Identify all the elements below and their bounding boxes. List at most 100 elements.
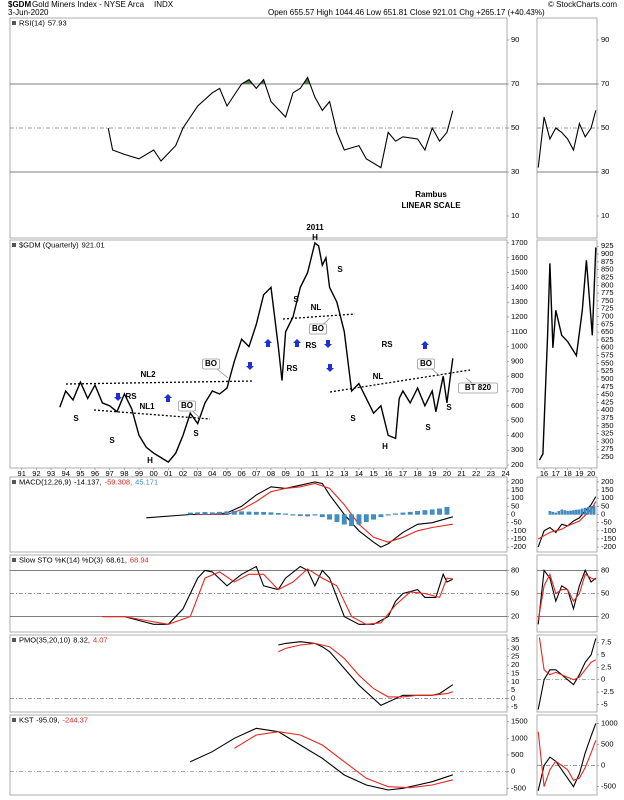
y-tick-label: 300 — [601, 436, 614, 445]
y-tick-label: -100 — [601, 526, 616, 535]
histogram-bar — [356, 514, 362, 525]
panel-title: KST -95.09, -244.37 — [19, 715, 88, 724]
y-tick-label: 150 — [511, 485, 524, 494]
histogram-bar — [548, 511, 552, 515]
readout-value: -244.37 — [63, 715, 88, 724]
y-tick-label: 50 — [601, 588, 609, 597]
histogram-bar — [393, 513, 398, 515]
up-arrow — [264, 339, 272, 347]
y-tick-label: 400 — [601, 405, 614, 414]
histogram-bar — [297, 514, 303, 516]
annotation: NL — [311, 303, 322, 312]
y-tick-label: 700 — [601, 312, 614, 321]
panel-icon — [12, 480, 16, 484]
y-tick-label: 100 — [511, 493, 524, 502]
series-line — [197, 482, 453, 543]
y-tick-label: 1500 — [511, 717, 528, 726]
annotation: RS — [305, 341, 317, 350]
readout-value: 8.32, — [73, 635, 90, 644]
annotation: LINEAR SCALE — [401, 201, 461, 210]
y-tick-label: 50 — [601, 501, 609, 510]
y-tick-label: -150 — [511, 534, 526, 543]
histogram-bar — [378, 514, 384, 518]
y-tick-label: 1700 — [511, 238, 528, 247]
histogram-bar — [349, 514, 354, 527]
x-tick-label: 92 — [32, 469, 40, 478]
y-tick-label: 500 — [601, 374, 614, 383]
y-tick-label: -500 — [511, 783, 526, 792]
y-tick-label: 50 — [601, 123, 609, 132]
histogram-bar — [363, 514, 369, 522]
panel-frame — [9, 239, 508, 469]
down-arrow — [326, 364, 334, 372]
y-tick-label: -2.5 — [601, 687, 614, 696]
x-tick-label: 13 — [340, 469, 348, 478]
y-tick-label: 250 — [601, 452, 614, 461]
histogram-bar — [407, 511, 413, 515]
readout-value: 68.61, — [106, 555, 127, 564]
panel-title: RSI(14) 57.93 — [19, 18, 67, 27]
security-name: Gold Miners Index - NYSE Arca — [32, 0, 145, 9]
y-tick-label: 10 — [511, 211, 519, 220]
y-tick-label: 875 — [601, 257, 614, 266]
annotation: BO — [312, 324, 324, 333]
y-tick-label: 1300 — [511, 297, 528, 306]
x-tick-label: 20 — [443, 469, 451, 478]
plot-area — [10, 727, 507, 791]
y-tick-label: 50 — [511, 588, 519, 597]
plot-area — [537, 637, 597, 710]
series-line — [102, 568, 453, 625]
annotation: S — [425, 423, 431, 432]
y-tick-label: 750 — [601, 296, 614, 305]
up-arrow — [293, 339, 301, 347]
panel-icon — [12, 21, 16, 25]
x-tick-label: 14 — [355, 469, 363, 478]
y-tick-label: 450 — [601, 390, 614, 399]
histogram-bar — [578, 509, 581, 515]
x-tick-label: 10 — [296, 469, 304, 478]
plot-area — [537, 568, 597, 625]
x-tick-label: 06 — [237, 469, 245, 478]
y-tick-label: 70 — [511, 79, 519, 88]
annotation-box — [178, 400, 196, 412]
series-line — [537, 731, 597, 787]
series-line — [190, 727, 453, 791]
annotation: H — [312, 233, 318, 242]
histogram-bar — [444, 506, 450, 515]
readout-value: 921.01 — [82, 240, 105, 249]
histogram-bar — [246, 511, 252, 515]
x-tick-label: 05 — [223, 469, 231, 478]
quote: Open 655.57 High 1044.46 Low 651.81 Clos… — [268, 8, 545, 17]
y-tick-label: 625 — [601, 335, 614, 344]
y-tick-label: 600 — [601, 343, 614, 352]
histogram-bar — [312, 514, 318, 516]
annotation: BO — [205, 359, 217, 368]
plot-area — [537, 496, 597, 548]
down-arrow — [246, 362, 254, 370]
x-tick-label: 17 — [552, 469, 560, 478]
y-tick-label: 0 — [511, 694, 515, 703]
y-tick-label: 2.5 — [601, 662, 611, 671]
histogram-bar — [371, 514, 376, 520]
date: 3-Jun-2020 — [8, 8, 49, 17]
histogram-bar — [275, 513, 281, 515]
y-tick-label: 550 — [601, 358, 614, 367]
panel-frame — [536, 714, 598, 796]
y-tick-label: 1400 — [511, 282, 528, 291]
credit: © StockCharts.com — [548, 0, 617, 9]
y-tick-label: 0 — [601, 761, 605, 770]
series-line — [234, 731, 453, 789]
annotation: RS — [125, 392, 137, 401]
histogram-bar — [575, 509, 578, 515]
x-tick-label: 15 — [369, 469, 377, 478]
annotation: NL — [373, 372, 384, 381]
annotation: RS — [286, 364, 298, 373]
annotation: 2011 — [306, 223, 324, 232]
exchange: INDX — [154, 0, 174, 9]
histogram-bar — [334, 514, 340, 522]
histogram-bar — [253, 511, 259, 515]
x-tick-label: 07 — [252, 469, 260, 478]
y-tick-label: 50 — [511, 123, 519, 132]
histogram-bar — [581, 508, 584, 515]
y-tick-label: 1200 — [511, 312, 528, 321]
